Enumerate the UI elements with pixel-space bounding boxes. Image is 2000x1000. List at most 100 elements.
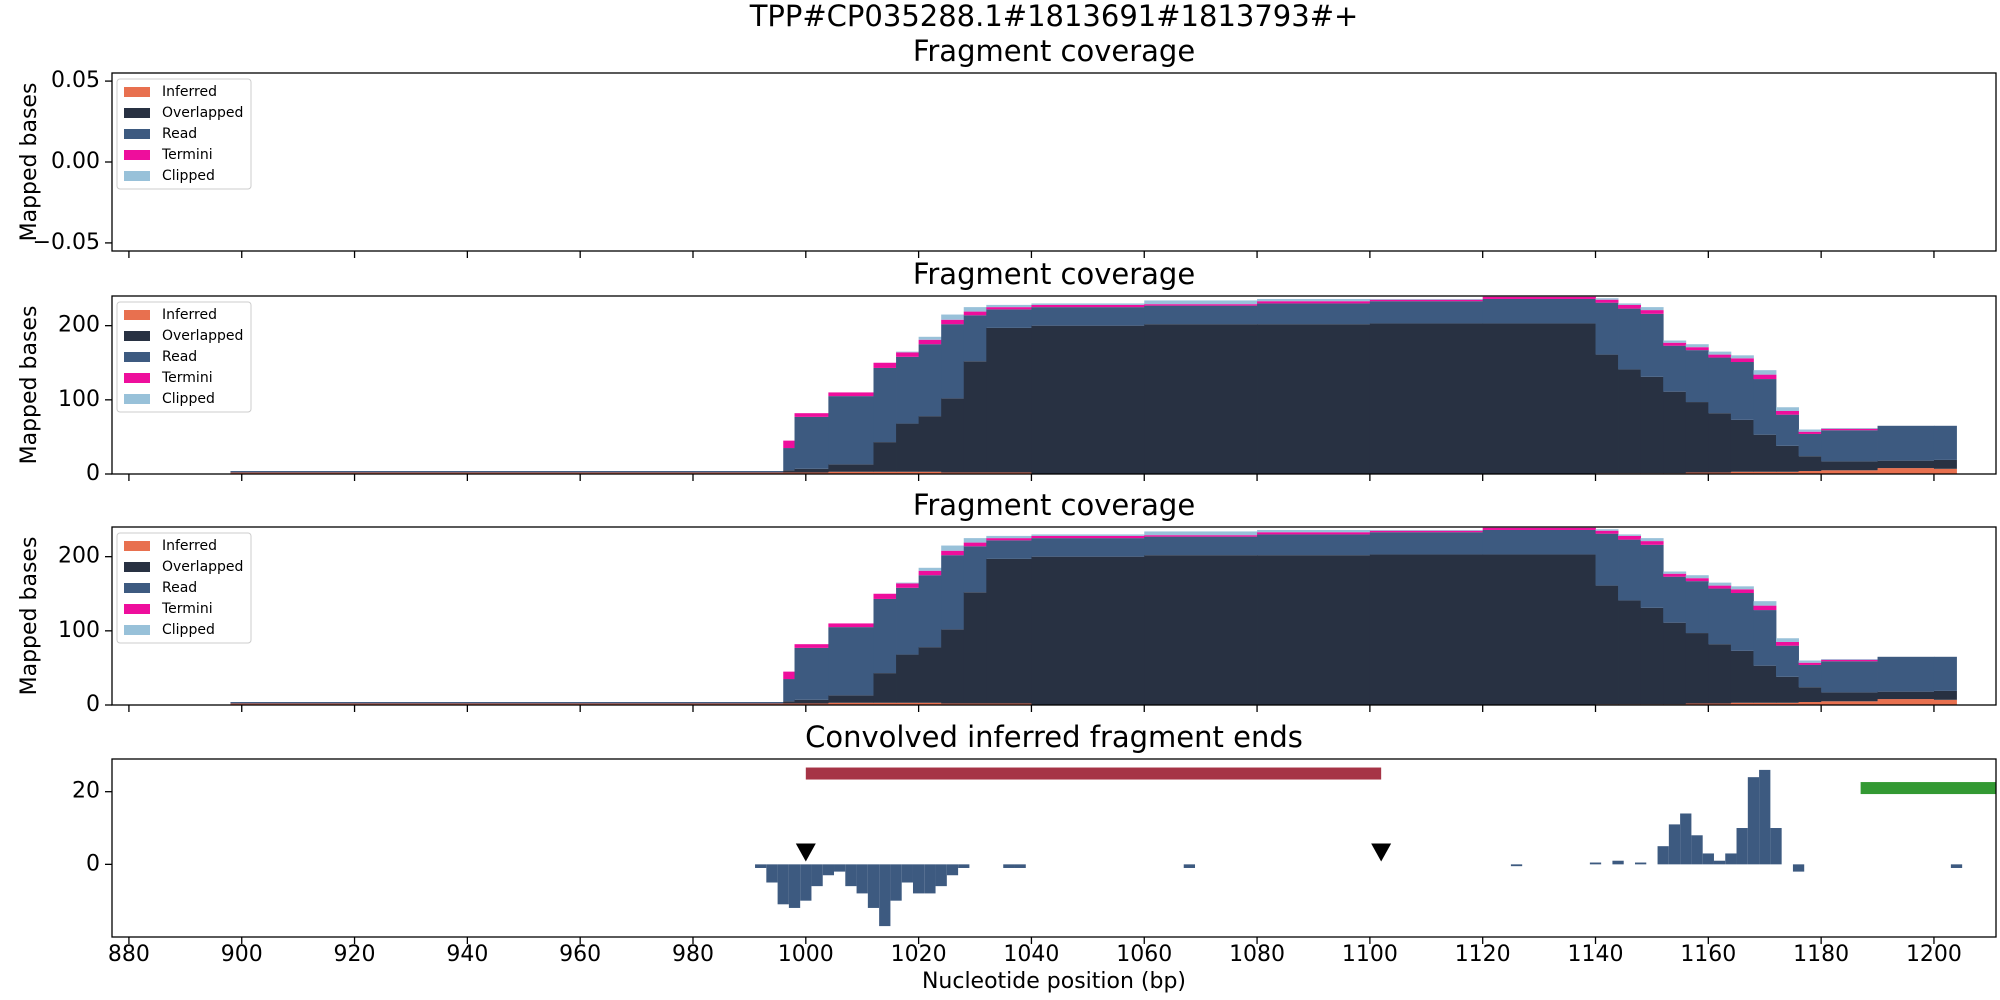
coverage-step (896, 583, 920, 588)
coverage-step (918, 647, 942, 703)
axes-frame (111, 72, 1997, 252)
axes-frame (111, 758, 1997, 938)
coverage-step (1663, 345, 1687, 392)
y-axis-label: Mapped bases (17, 537, 42, 696)
bar (777, 864, 789, 905)
y-tick-label: 0 (86, 692, 100, 717)
marker (795, 843, 816, 862)
legend-patch (124, 625, 150, 635)
coverage-step (1685, 472, 1709, 474)
coverage-step (1933, 425, 1957, 460)
legend-label: Inferred (162, 84, 217, 100)
coverage-step (794, 647, 829, 700)
x-tick-label: 1040 (1003, 942, 1059, 967)
legend-patch (124, 310, 150, 320)
coverage-step (1595, 354, 1619, 474)
coverage-step (918, 344, 942, 417)
bar (788, 864, 801, 908)
legend-patch (124, 604, 150, 614)
legend-label: Overlapped (162, 559, 243, 575)
bar (1003, 864, 1015, 868)
x-tick-label: 920 (334, 942, 376, 967)
coverage-step (1144, 535, 1258, 537)
legend-label: Read (162, 349, 197, 365)
bar (1634, 862, 1647, 865)
coverage-step (794, 703, 829, 705)
coverage-step (230, 703, 784, 705)
coverage-step (1482, 554, 1596, 705)
coverage-step (986, 304, 1032, 308)
axes-frame (111, 526, 1997, 706)
coverage-step (941, 629, 965, 704)
coverage-step (1369, 298, 1484, 300)
bar (890, 864, 902, 901)
coverage-step (896, 356, 920, 424)
coverage-step (1031, 303, 1145, 305)
coverage-step (1257, 324, 1371, 474)
bar (901, 864, 913, 883)
legend-label: Clipped (162, 391, 215, 407)
coverage-step (828, 702, 874, 705)
bar (1713, 860, 1726, 865)
coverage-step (1482, 296, 1596, 299)
coverage-step (1482, 527, 1596, 530)
coverage-step (1776, 676, 1799, 703)
coverage-step (941, 319, 965, 325)
coverage-step (1369, 532, 1484, 555)
region-bar (805, 767, 1382, 780)
coverage-step (1821, 701, 1878, 705)
coverage-step (1257, 303, 1371, 325)
coverage-step (1730, 471, 1754, 474)
coverage-step (1753, 434, 1777, 472)
coverage-step (828, 392, 874, 397)
coverage-step (986, 327, 1032, 473)
coverage-step (1798, 702, 1822, 705)
legend-patch (124, 352, 150, 362)
legend-patch (124, 394, 150, 404)
bar (800, 864, 812, 901)
coverage-step (1595, 302, 1619, 355)
coverage-step (963, 546, 987, 593)
coverage-step (230, 471, 784, 473)
coverage-step (1685, 578, 1709, 582)
coverage-step (783, 703, 795, 705)
coverage-step (1821, 470, 1878, 474)
coverage-step (896, 702, 920, 705)
coverage-step (963, 542, 987, 547)
coverage-step (1685, 344, 1709, 348)
coverage-step (1257, 534, 1371, 556)
bar (1510, 864, 1523, 867)
coverage-step (828, 396, 874, 465)
x-tick-label: 1140 (1568, 942, 1624, 967)
coverage-step (986, 472, 1032, 474)
coverage-step (1708, 585, 1732, 589)
coverage-step (1798, 664, 1822, 688)
coverage-step (1708, 472, 1732, 474)
coverage-step (230, 472, 784, 474)
coverage-step (1618, 535, 1642, 540)
y-tick-label: 20 (72, 779, 100, 804)
bar (1668, 824, 1681, 865)
coverage-step (941, 472, 965, 474)
coverage-step (1685, 703, 1709, 705)
coverage-step (1730, 702, 1754, 705)
legend-label: Clipped (162, 168, 215, 184)
coverage-step (1821, 428, 1878, 429)
coverage-step (1877, 425, 1935, 461)
coverage-step (1730, 419, 1754, 472)
coverage-step (1753, 601, 1777, 606)
coverage-step (1708, 582, 1732, 586)
coverage-step (963, 311, 987, 316)
coverage-step (1753, 471, 1777, 474)
coverage-step (1663, 342, 1687, 346)
coverage-step (1640, 313, 1664, 377)
coverage-step (986, 307, 1032, 310)
y-tick-label: 200 (58, 544, 100, 569)
coverage-step (941, 398, 965, 473)
coverage-step (1708, 413, 1732, 473)
coverage-step (918, 702, 942, 705)
coverage-step (1933, 468, 1957, 474)
x-tick-label: 940 (446, 942, 488, 967)
x-tick-label: 880 (108, 942, 150, 967)
